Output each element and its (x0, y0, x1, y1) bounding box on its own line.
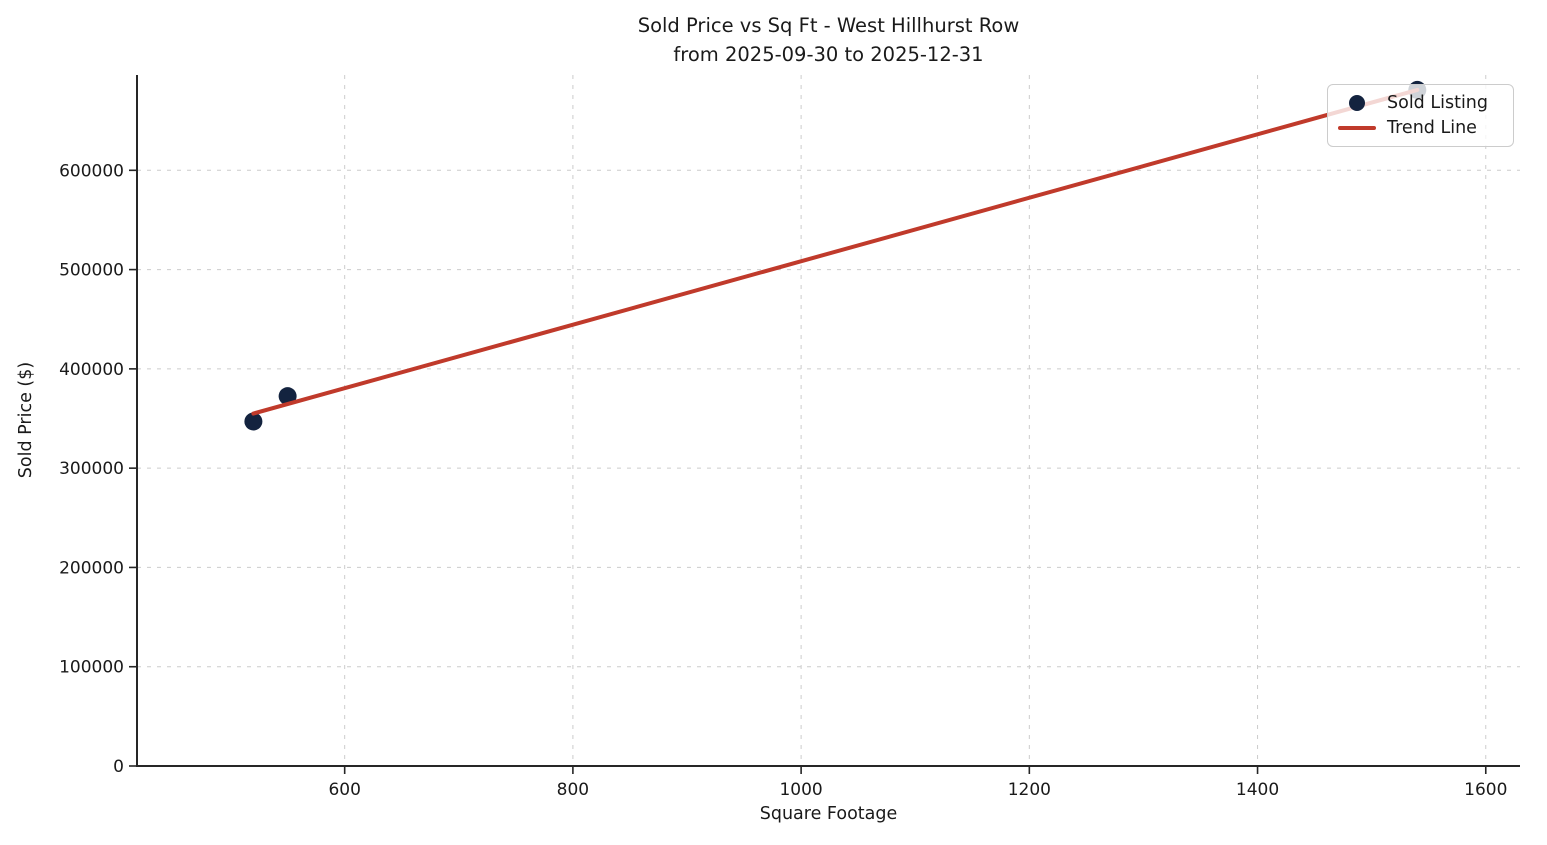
y-tick-label: 300000 (59, 459, 124, 479)
chart-title: Sold Price vs Sq Ft - West Hillhurst Row… (137, 11, 1520, 69)
chart-title-line2: from 2025-09-30 to 2025-12-31 (673, 43, 984, 66)
y-tick-label: 0 (113, 757, 124, 777)
legend-item-sold-listing: Sold Listing (1338, 93, 1503, 113)
y-axis-label: Sold Price ($) (16, 361, 36, 479)
legend-item-trend-line: Trend Line (1338, 118, 1503, 138)
legend-swatch (1338, 126, 1376, 130)
sold-listing-marker-icon (1349, 95, 1365, 111)
y-tick-label: 600000 (59, 161, 124, 181)
x-tick-label: 800 (557, 780, 589, 800)
legend: Sold Listing Trend Line (1327, 84, 1514, 147)
y-tick-label: 200000 (59, 558, 124, 578)
x-tick-label: 1400 (1236, 780, 1279, 800)
x-tick-label: 1000 (779, 780, 822, 800)
y-tick-label: 100000 (59, 658, 124, 678)
legend-label-trend-line: Trend Line (1387, 118, 1477, 138)
legend-swatch (1338, 95, 1376, 111)
x-tick-label: 1200 (1008, 780, 1051, 800)
legend-label-sold-listing: Sold Listing (1387, 93, 1489, 113)
trend-line-marker-icon (1338, 126, 1376, 130)
x-tick-label: 1600 (1464, 780, 1507, 800)
sold-listing-point (244, 412, 263, 431)
x-axis-label: Square Footage (759, 804, 898, 824)
trend-line (251, 87, 1420, 416)
y-tick-label: 400000 (59, 360, 124, 380)
chart-title-line1: Sold Price vs Sq Ft - West Hillhurst Row (637, 14, 1020, 37)
y-tick-label: 500000 (59, 261, 124, 281)
x-tick-label: 600 (328, 780, 360, 800)
sold-listing-point (278, 387, 297, 406)
